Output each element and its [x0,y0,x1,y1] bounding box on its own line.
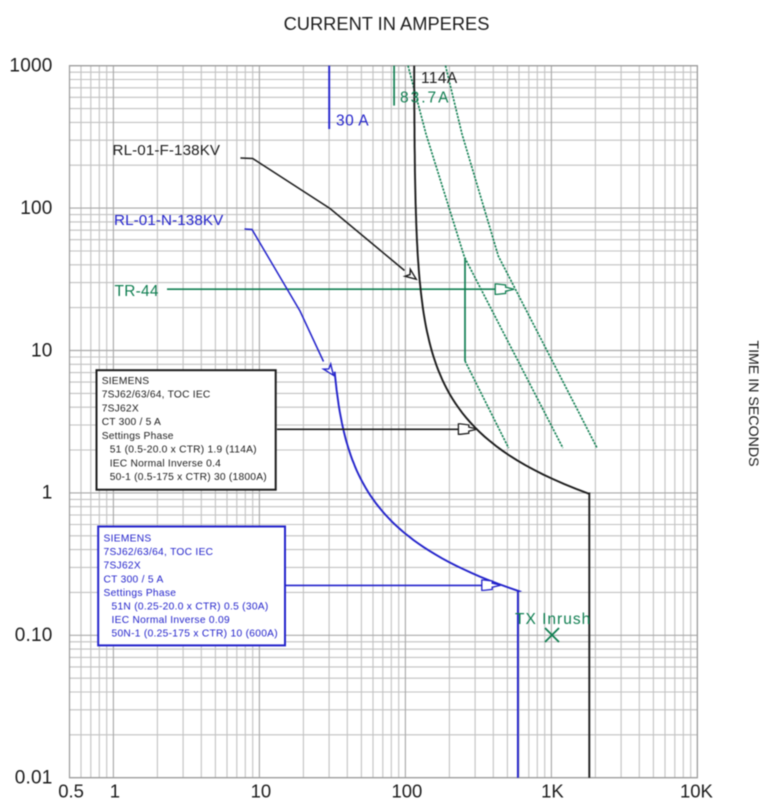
svg-text:RL-01-N-138KV: RL-01-N-138KV [114,212,224,229]
svg-text:50N-1 (0.25-175 x CTR) 10 (600: 50N-1 (0.25-175 x CTR) 10 (600A) [112,629,278,640]
svg-text:IEC Normal Inverse 0.09: IEC Normal Inverse 0.09 [112,615,230,626]
svg-text:1K: 1K [541,781,564,802]
svg-text:10K: 10K [680,781,714,802]
svg-text:7SJ62/63/64, TOC IEC: 7SJ62/63/64, TOC IEC [104,547,214,558]
svg-text:10: 10 [251,781,272,802]
svg-text:Settings Phase: Settings Phase [104,588,177,599]
svg-text:CT 300 / 5 A: CT 300 / 5 A [104,574,164,585]
svg-text:SIEMENS: SIEMENS [102,376,150,387]
svg-text:50-1 (0.5-175 x CTR) 30 (1800A: 50-1 (0.5-175 x CTR) 30 (1800A) [110,472,267,483]
svg-text:Settings Phase: Settings Phase [102,431,174,442]
svg-text:30 A: 30 A [336,113,369,130]
svg-text:CURRENT IN AMPERES: CURRENT IN AMPERES [284,13,490,34]
svg-text:100: 100 [20,198,52,219]
svg-text:1000: 1000 [9,56,52,77]
svg-text:TX Inrush: TX Inrush [515,611,591,628]
svg-text:TR-44: TR-44 [115,283,159,300]
svg-text:TIME IN SECONDS: TIME IN SECONDS [745,340,761,466]
svg-text:7SJ62X: 7SJ62X [104,561,141,572]
svg-text:7SJ62X: 7SJ62X [102,403,139,414]
svg-text:0.10: 0.10 [15,625,53,646]
svg-text:RL-01-F-138KV: RL-01-F-138KV [113,142,221,159]
svg-text:1: 1 [110,781,120,802]
svg-text:IEC Normal Inverse 0.4: IEC Normal Inverse 0.4 [110,458,221,469]
svg-text:10: 10 [31,340,53,361]
svg-text:83.7A: 83.7A [400,90,451,107]
svg-text:51N (0.25-20.0 x CTR) 0.5 (30A: 51N (0.25-20.0 x CTR) 0.5 (30A) [112,602,269,613]
svg-text:7SJ62/63/64, TOC IEC: 7SJ62/63/64, TOC IEC [102,390,211,401]
svg-text:100: 100 [391,781,422,802]
svg-text:51 (0.5-20.0 x CTR) 1.9 (114A): 51 (0.5-20.0 x CTR) 1.9 (114A) [110,445,257,456]
svg-text:114A: 114A [421,70,458,87]
svg-text:0.5: 0.5 [58,781,84,802]
svg-text:0.01: 0.01 [15,768,53,789]
svg-text:CT 300 / 5 A: CT 300 / 5 A [102,417,161,428]
svg-text:SIEMENS: SIEMENS [104,534,152,545]
svg-text:1: 1 [42,483,53,504]
